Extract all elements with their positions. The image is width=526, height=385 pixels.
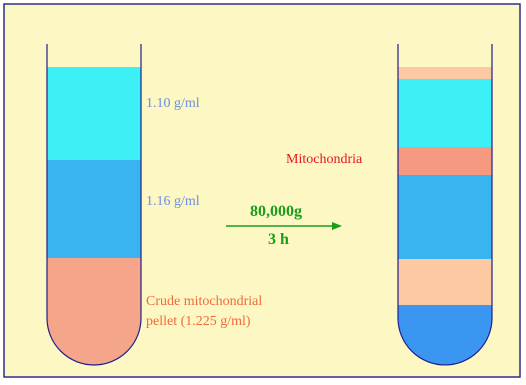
- left-tube-outline: [46, 44, 142, 366]
- mitochondria-band: [398, 147, 492, 175]
- crude-pellet-line-2: pellet (1.225 g/ml): [146, 314, 251, 329]
- top-light-band: [398, 67, 492, 79]
- high-density-layer: [398, 175, 492, 259]
- density-label-1-16: 1.16 g/ml: [146, 194, 200, 209]
- centrifuge-speed: 80,000g: [250, 203, 302, 220]
- arrow-head-icon: [332, 222, 342, 230]
- crude-pellet-line-1: Crude mitochondrial: [146, 294, 263, 309]
- crude-pellet-label: Crude mitochondrial pellet (1.225 g/ml): [146, 292, 262, 332]
- centrifuge-duration: 3 h: [268, 231, 289, 248]
- layer-1-10: [47, 67, 141, 160]
- right-tube: [398, 67, 492, 365]
- light-pellet-band: [398, 259, 492, 305]
- mitochondria-label: Mitochondria: [286, 152, 363, 167]
- left-tube: [47, 67, 141, 365]
- density-label-1-10: 1.10 g/ml: [146, 96, 200, 111]
- centrifugation-arrow: [226, 222, 342, 230]
- layer-1-16: [47, 160, 141, 258]
- low-density-layer: [398, 79, 492, 147]
- right-tube-outline: [397, 44, 493, 366]
- crude-pellet-layer: [47, 258, 141, 365]
